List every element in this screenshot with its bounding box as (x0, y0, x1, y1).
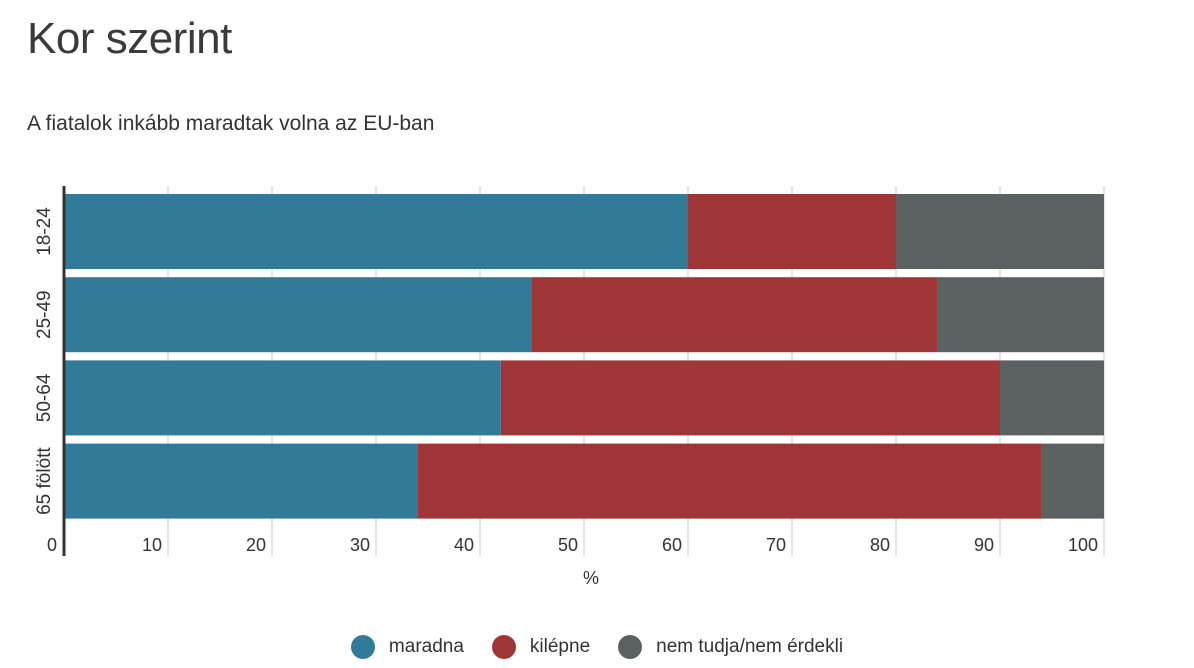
category-label: 50-64 (34, 373, 55, 422)
legend-label: kilépne (529, 636, 591, 657)
x-axis-label: % (583, 568, 599, 588)
x-tick-label: 70 (766, 535, 786, 555)
bar-segment (896, 194, 1104, 269)
legend-label: nem tudja/nem érdekli (656, 636, 844, 657)
category-label: 18-24 (34, 207, 55, 256)
bar-segment (1000, 360, 1104, 436)
bar-segment (500, 360, 1000, 436)
bar-segment (937, 277, 1104, 353)
bar-segment (688, 194, 896, 269)
bar-segment (64, 277, 532, 353)
legend-swatch (618, 635, 643, 659)
bar-segment (417, 443, 1042, 519)
x-tick-label: 50 (558, 535, 578, 555)
bar-segment (64, 194, 688, 269)
category-label: 65 fölött (34, 447, 55, 515)
x-tick-label: 20 (246, 535, 266, 555)
category-label: 25-49 (34, 290, 55, 339)
bar-segment (1041, 443, 1104, 519)
legend-item: nem tudja/nem érdekli (618, 635, 843, 659)
x-tick-label: 90 (974, 535, 994, 555)
legend-swatch (491, 635, 516, 659)
bar-segment (532, 277, 938, 353)
bar-segment (64, 360, 501, 436)
x-tick-label: 60 (662, 535, 682, 555)
x-tick-label: 40 (454, 535, 474, 555)
stacked-bar-chart: 18-24 25-49 50-64 65 fölött 0 10 20 30 40 50 60 70 8… (34, 186, 1105, 588)
x-tick-label: 10 (142, 535, 162, 555)
x-tick-label: 0 (47, 535, 57, 555)
legend-label: maradna (388, 636, 464, 657)
chart-legend: maradna kilépne nem tudja/nem érdekli (0, 632, 1194, 662)
x-tick-label: 80 (870, 535, 890, 555)
legend-swatch (350, 635, 375, 659)
legend-item: kilépne (491, 635, 591, 659)
chart-subtitle: A fiatalok inkább maradtak volna az EU-b… (27, 112, 435, 135)
chart-title: Kor szerint (27, 14, 232, 63)
x-tick-label: 30 (350, 535, 370, 555)
legend-item: maradna (350, 635, 464, 659)
x-tick-label: 100 (1068, 535, 1098, 555)
bar-segment (64, 443, 418, 519)
